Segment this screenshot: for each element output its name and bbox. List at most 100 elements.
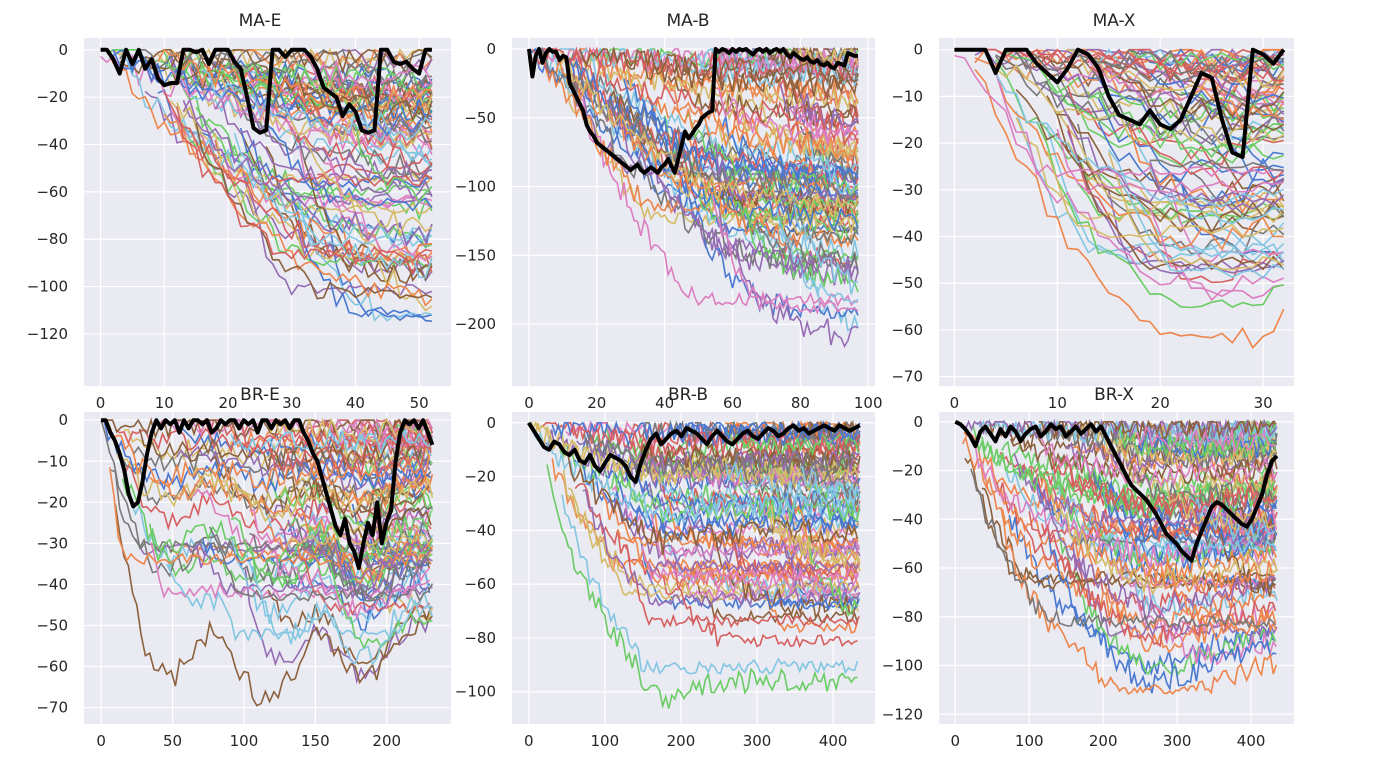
x-tick-label: 200 xyxy=(667,732,696,750)
simulated-series-line xyxy=(1118,76,1285,118)
simulated-series-line xyxy=(970,468,1277,629)
x-tick-label: 0 xyxy=(524,394,534,412)
x-tick-label: 60 xyxy=(723,394,742,412)
simulated-series-line xyxy=(322,202,433,318)
simulated-series-line xyxy=(969,435,1276,570)
simulated-series-line xyxy=(1038,418,1276,440)
simulated-series-line xyxy=(166,563,433,642)
simulated-series-line xyxy=(1211,139,1284,183)
simulated-series-line xyxy=(799,466,858,508)
simulated-series-line xyxy=(994,70,1284,251)
simulated-series-line xyxy=(714,144,859,204)
simulated-series-line xyxy=(551,458,861,573)
simulated-series-line xyxy=(233,132,433,279)
simulated-series-line xyxy=(667,75,859,127)
x-tick-label: 400 xyxy=(1237,732,1266,750)
simulated-series-line xyxy=(287,519,431,591)
simulated-series-line xyxy=(249,443,431,478)
simulated-series-line xyxy=(1190,97,1285,134)
y-tick-label: −70 xyxy=(891,368,923,386)
simulated-series-line xyxy=(182,97,433,248)
x-tick-label: 0 xyxy=(950,732,960,750)
simulated-series-line xyxy=(544,429,860,494)
x-tick-label: 20 xyxy=(1151,394,1170,412)
x-tick-label: 10 xyxy=(1048,394,1067,412)
simulated-series-line xyxy=(182,100,432,206)
simulated-series-line xyxy=(1166,553,1278,636)
simulated-series-line xyxy=(786,179,859,295)
y-tick-label: −70 xyxy=(36,699,68,717)
simulated-series-line xyxy=(561,494,859,675)
simulated-series-line xyxy=(1149,159,1284,172)
y-tick-label: −40 xyxy=(891,510,923,528)
x-tick-label: 30 xyxy=(1254,394,1273,412)
simulated-series-line xyxy=(621,465,860,517)
simulated-series-line xyxy=(981,469,1276,632)
simulated-series-line xyxy=(1048,486,1278,596)
simulated-series-line xyxy=(583,431,859,479)
series-group xyxy=(954,47,1286,349)
x-tick-label: 100 xyxy=(230,732,259,750)
y-tick-label: −60 xyxy=(891,321,923,339)
simulated-series-line xyxy=(112,434,431,493)
simulated-series-line xyxy=(278,455,431,492)
y-tick-label: −20 xyxy=(891,462,923,480)
simulated-series-line xyxy=(623,78,859,191)
simulated-series-line xyxy=(1051,457,1278,519)
y-tick-label: −60 xyxy=(891,559,923,577)
panel-title: BR-B xyxy=(668,385,708,405)
x-tick-label: 300 xyxy=(743,732,772,750)
simulated-series-line xyxy=(564,449,859,556)
simulated-series-line xyxy=(1057,113,1285,205)
simulated-series-line xyxy=(1231,135,1284,165)
simulated-series-line xyxy=(1110,531,1278,621)
series-group xyxy=(954,418,1279,695)
simulated-series-line xyxy=(125,57,433,249)
y-tick-label: −20 xyxy=(464,468,496,486)
simulated-series-line xyxy=(556,60,859,278)
y-tick-label: −60 xyxy=(36,658,68,676)
simulated-series-line xyxy=(799,462,859,499)
simulated-series-line xyxy=(1136,425,1277,455)
simulated-series-line xyxy=(808,536,859,617)
simulated-series-line xyxy=(759,580,859,634)
simulated-series-line xyxy=(354,533,433,569)
simulated-series-line xyxy=(1026,62,1285,120)
simulated-series-line xyxy=(1039,437,1278,490)
simulated-series-line xyxy=(195,122,433,300)
simulated-series-line xyxy=(994,71,1284,178)
simulated-series-line xyxy=(809,140,859,195)
simulated-series-line xyxy=(994,72,1285,208)
simulated-series-line xyxy=(283,475,431,524)
y-tick-label: −50 xyxy=(464,109,496,127)
simulated-series-line xyxy=(1138,148,1284,225)
simulated-series-line xyxy=(641,545,859,583)
y-tick-label: 0 xyxy=(58,41,68,59)
simulated-series-line xyxy=(541,48,859,131)
series-group xyxy=(100,417,435,707)
simulated-series-line xyxy=(1097,121,1285,207)
simulated-series-line xyxy=(737,466,861,508)
x-tick-label: 20 xyxy=(587,394,606,412)
simulated-series-line xyxy=(208,526,434,603)
highlighted-series-line xyxy=(527,421,861,484)
simulated-series-line xyxy=(1058,533,1277,677)
simulated-series-line xyxy=(1149,207,1284,300)
simulated-series-line xyxy=(558,58,859,218)
x-tick-label: 10 xyxy=(155,394,174,412)
y-tick-label: −20 xyxy=(891,134,923,152)
simulated-series-line xyxy=(138,428,432,471)
simulated-series-line xyxy=(1044,499,1277,622)
simulated-series-line xyxy=(1046,150,1284,238)
simulated-series-line xyxy=(1108,152,1285,271)
y-tick-label: −120 xyxy=(882,705,923,723)
y-tick-label: 0 xyxy=(913,413,923,431)
simulated-series-line xyxy=(1005,48,1284,86)
x-tick-label: 0 xyxy=(96,732,106,750)
simulated-series-line xyxy=(1077,123,1285,259)
y-tick-label: 0 xyxy=(58,411,68,429)
y-tick-label: 0 xyxy=(486,414,496,432)
